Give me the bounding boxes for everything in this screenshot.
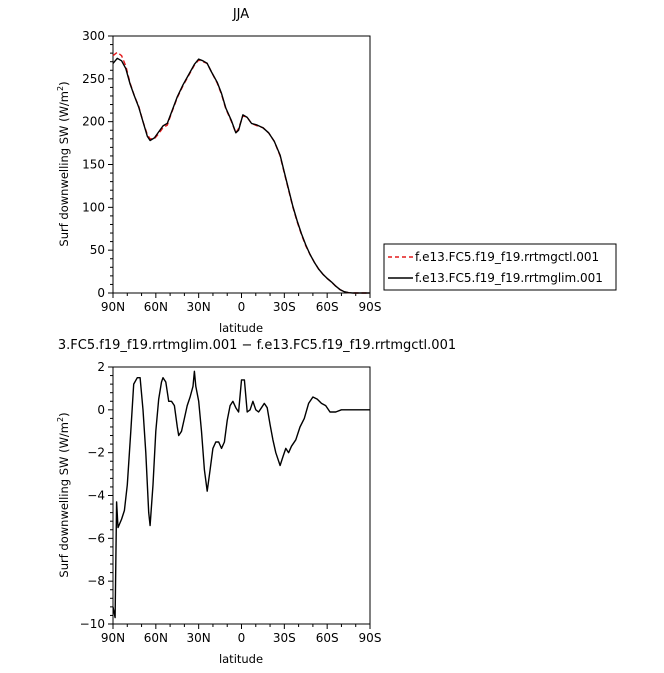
top-y-tick-label: 0: [97, 286, 105, 300]
bottom-x-tick-label: 30S: [273, 631, 296, 645]
top-y-ticks: 0 50 100 150 200 250 300: [82, 29, 113, 300]
top-x-tick-label: 0: [238, 300, 246, 314]
bottom-chart: 3.FC5.f19_f19.rrtmglim.001 − f.e13.FC5.f…: [56, 338, 456, 666]
bottom-x-tick-label: 60N: [144, 631, 168, 645]
bottom-y-tick-label: −4: [87, 489, 105, 503]
bottom-x-tick-label: 60S: [316, 631, 339, 645]
top-x-tick-label: 30N: [187, 300, 211, 314]
bottom-series-line-0: [112, 370, 370, 619]
top-series-lines: [112, 51, 370, 294]
bottom-x-tick-label: 30N: [187, 631, 211, 645]
top-chart-title: JJA: [232, 7, 249, 22]
bottom-x-tick-label: 90N: [101, 631, 125, 645]
bottom-series-lines: [112, 370, 370, 619]
top-y-tick-label: 50: [90, 243, 105, 257]
bottom-y-axis-title: Surf downwelling SW (W/m2): [56, 412, 71, 577]
top-y-axis-title: Surf downwelling SW (W/m2): [56, 81, 71, 246]
top-x-tick-label: 60S: [316, 300, 339, 314]
top-x-tick-label: 90S: [359, 300, 382, 314]
legend-label-ctl: f.e13.FC5.f19_f19.rrtmgctl.001: [415, 250, 599, 264]
top-y-tick-label: 150: [82, 158, 105, 172]
bottom-x-tick-label: 90S: [359, 631, 382, 645]
bottom-y-tick-label: −6: [87, 531, 105, 545]
top-x-tick-label: 30S: [273, 300, 296, 314]
bottom-y-tick-label: 0: [97, 403, 105, 417]
top-y-tick-label: 100: [82, 200, 105, 214]
top-y-tick-label: 200: [82, 115, 105, 129]
bottom-y-ticks: −10 −8 −6 −4 −2 0 2: [80, 360, 113, 631]
bottom-x-axis-title: latitude: [219, 652, 263, 666]
top-y-tick-label: 250: [82, 72, 105, 86]
bottom-y-tick-label: −8: [87, 574, 105, 588]
bottom-y-tick-label: −2: [87, 446, 105, 460]
legend-box: [383, 243, 617, 291]
top-x-tick-label: 90N: [101, 300, 125, 314]
bottom-y-tick-label: −10: [80, 617, 105, 631]
top-y-tick-label: 300: [82, 29, 105, 43]
top-x-ticks: 90N 60N 30N 0 30S 60S 90S: [101, 293, 382, 314]
top-plot-frame: [112, 35, 371, 294]
bottom-x-ticks: 90N 60N 30N 0 30S 60S 90S: [101, 624, 382, 645]
top-x-tick-label: 60N: [144, 300, 168, 314]
bottom-x-tick-label: 0: [238, 631, 246, 645]
top-series-line-0: [112, 51, 370, 294]
top-series-line-1: [112, 57, 370, 294]
top-x-axis-title: latitude: [219, 321, 263, 335]
bottom-chart-title: 3.FC5.f19_f19.rrtmglim.001 − f.e13.FC5.f…: [58, 338, 456, 353]
legend-label-lim: f.e13.FC5.f19_f19.rrtmglim.001: [415, 271, 603, 285]
legend: f.e13.FC5.f19_f19.rrtmgctl.001 f.e13.FC5…: [383, 243, 617, 291]
bottom-y-tick-label: 2: [97, 360, 105, 374]
